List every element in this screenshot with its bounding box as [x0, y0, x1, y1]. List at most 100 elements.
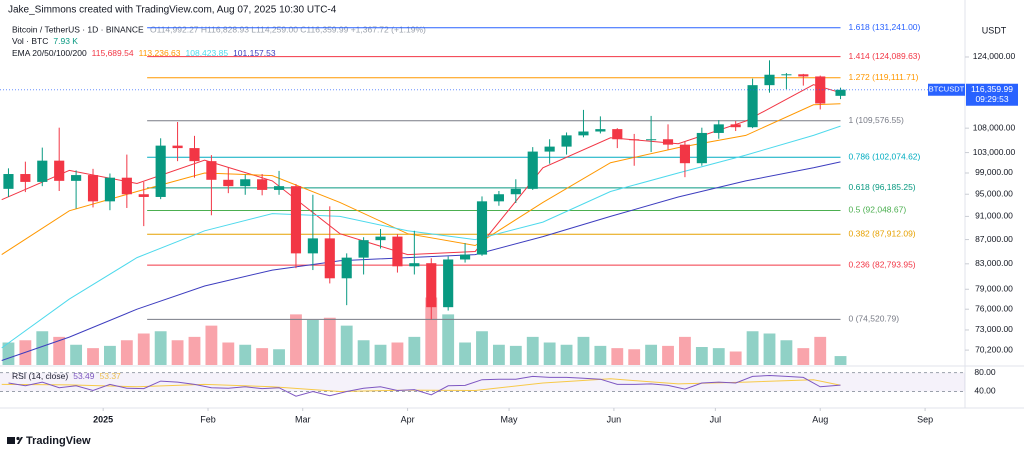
volume-bar: [2, 342, 15, 365]
candle-body: [138, 194, 149, 197]
candle-body: [409, 263, 420, 267]
volume-bar: [476, 331, 488, 365]
candle-body: [121, 177, 132, 195]
y-tick-label: 108,000.00: [973, 122, 1016, 132]
ema-value: 108,423.85: [186, 48, 229, 58]
title: Bitcoin / TetherUS · 1D · BINANCE: [12, 24, 144, 34]
currency: USDT: [982, 25, 1007, 35]
volume-bar: [87, 348, 99, 365]
volume-bar: [340, 325, 353, 365]
ema-value: 101,157.53: [233, 48, 276, 58]
y-tick-label: 76,000.00: [975, 303, 1013, 313]
volume-value: 7.93 K: [53, 36, 78, 46]
volume-label: Vol · BTC 7.93 K: [12, 36, 78, 46]
ohlc-label: O114,992.27 H116,828.93 L114,259.00 C116…: [150, 24, 426, 34]
volume-bar: [357, 340, 370, 365]
candle-body: [493, 194, 504, 202]
y-tick-label: 99,000.00: [975, 167, 1013, 177]
volume-bar: [763, 333, 776, 365]
fib-label: 0.5 (92,048.67): [849, 205, 907, 215]
candle-body: [679, 144, 691, 164]
x-tick-label: Feb: [200, 414, 216, 424]
candle-body: [104, 177, 116, 202]
candle-body: [612, 129, 623, 140]
logo-dot: [16, 436, 20, 441]
candle-body: [730, 124, 741, 128]
volume-bar: [171, 340, 184, 365]
candle-body: [544, 146, 555, 152]
x-tick-label: Jul: [710, 414, 722, 424]
candle-body: [476, 201, 488, 255]
candle-body: [696, 132, 707, 164]
candle-body: [713, 124, 724, 133]
y-tick-label: 87,000.00: [975, 234, 1013, 244]
y-tick-label: 95,000.00: [975, 188, 1013, 198]
candle-body: [392, 236, 403, 267]
candle-body: [223, 179, 234, 187]
candle-body: [747, 85, 758, 128]
candle-body: [646, 139, 657, 141]
volume-bar: [425, 297, 438, 365]
rsi-value: 53.49: [73, 371, 95, 381]
candle-body: [54, 160, 65, 181]
volume-bar: [239, 344, 252, 365]
rsi-ma-value: 53.37: [100, 371, 122, 381]
x-tick-label: Apr: [401, 414, 415, 424]
ema-value: 113,236.63: [139, 48, 181, 58]
fib-label: 1.272 (119,111.71): [849, 72, 919, 82]
volume-bar: [120, 340, 133, 365]
volume-bar: [509, 345, 522, 365]
volume-bar: [834, 356, 847, 365]
candle-body: [273, 186, 285, 190]
ema-line: [1, 103, 841, 256]
fib-label: 0.382 (87,912.09): [849, 228, 916, 238]
candle-body: [375, 236, 386, 241]
candle-body: [189, 148, 200, 162]
fib-label: 1.414 (124,089.63): [849, 51, 921, 61]
fib-label: 0.236 (82,793.95): [849, 259, 916, 269]
candle-body: [815, 76, 826, 104]
fib-label: 1 (109,576.55): [849, 115, 904, 125]
candle-body: [460, 254, 471, 260]
volume-bar: [679, 336, 691, 365]
candle-body: [595, 129, 606, 132]
candle-body: [561, 135, 572, 147]
credit: Jake_Simmons created with TradingView.co…: [8, 5, 337, 16]
volume-bar: [442, 314, 455, 365]
symbol-badge: [928, 83, 965, 96]
volume-bar: [695, 347, 708, 365]
candle-body: [835, 89, 846, 96]
fib-label: 0 (74,520.79): [849, 314, 900, 324]
volume-bar: [560, 344, 573, 365]
y-tick-label: 124,000.00: [973, 51, 1016, 61]
volume-bar: [36, 331, 49, 365]
volume-bar: [70, 344, 83, 365]
candle-body: [443, 259, 454, 308]
candle-body: [578, 131, 589, 136]
volume-bar: [323, 317, 336, 365]
rsi-tick-label: 80.00: [974, 367, 996, 377]
candle-body: [155, 145, 166, 197]
fib-label: 0.786 (102,074.62): [849, 151, 921, 161]
volume-bar: [459, 342, 471, 365]
candle-body: [71, 175, 82, 181]
candle-body: [20, 174, 31, 182]
ema-legend: EMA 20/50/100/200 115,689.54 113,236.63 108…: [12, 48, 276, 58]
volume-bar: [290, 314, 302, 365]
volume-bar: [611, 348, 624, 365]
rsi-title: RSI (14, close): [12, 371, 68, 381]
volume-bar: [492, 344, 505, 365]
volume-bar: [594, 345, 607, 365]
y-tick-label: 70,200.00: [975, 344, 1013, 354]
candle-body: [629, 139, 640, 141]
rsi-tick-label: 40.00: [974, 386, 996, 396]
ema-value: 115,689.54: [92, 48, 134, 58]
candle-body: [358, 240, 369, 258]
volume-bar: [577, 336, 590, 365]
candle-body: [341, 257, 352, 279]
volume-bar: [746, 331, 759, 365]
logo: TradingView: [7, 435, 91, 447]
volume-bar: [645, 344, 658, 365]
x-tick-label: May: [501, 414, 519, 424]
fib-label: 0.618 (96,185.25): [849, 182, 916, 192]
